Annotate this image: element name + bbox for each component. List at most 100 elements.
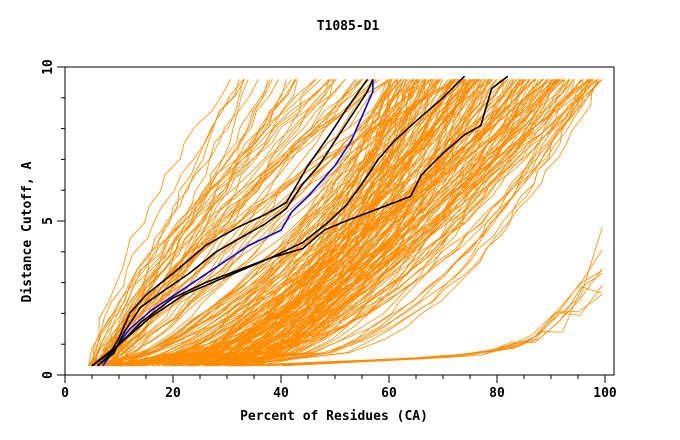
series-line-3 [91,75,509,367]
x-tick-label: 60 [381,386,397,401]
model-curve [127,79,556,367]
model-curve [244,79,566,367]
x-tick-label: 0 [61,386,69,401]
model-curve [105,79,330,367]
model-curve [244,79,459,367]
model-curve [98,78,381,366]
model-curve [233,79,584,367]
model-curve [194,79,513,367]
model-curve [118,79,526,367]
series-line-2 [96,78,369,367]
model-curve [196,79,402,367]
model-curve [105,78,316,366]
model-curve [110,79,271,366]
x-tick-label: 40 [273,386,289,401]
model-curve [257,79,558,367]
series-line-1 [96,78,374,367]
model-curve [229,79,539,367]
model-curve [132,79,591,367]
model-curve [215,79,535,367]
model-curve [115,78,456,367]
model-curve [220,79,489,367]
background-model-curves [88,78,603,367]
x-axis: 0 20 40 60 80 100 [61,375,617,401]
model-curve [216,79,600,367]
model-curve [116,78,526,367]
model-curve [170,79,424,367]
model-curve [103,79,346,366]
model-curve [195,79,388,367]
y-tick-label: 0 [41,371,56,379]
model-curve [171,79,564,367]
chart-title: T1085-D1 [317,19,380,34]
model-curve [110,79,418,367]
model-curve [107,79,554,367]
model-curve [119,79,402,366]
model-curve [192,79,425,367]
model-curve [220,79,455,367]
model-curve [235,79,524,367]
model-curve [231,79,566,367]
model-curve [281,272,603,367]
model-curve [100,79,455,367]
model-curve [248,79,414,367]
model-curve [203,79,453,367]
model-curve [256,79,589,367]
model-curve [92,79,231,366]
model-curve [204,79,464,367]
model-curve [114,79,421,367]
model-curve [121,79,287,366]
series-line-4 [91,75,466,367]
model-curve [215,79,478,367]
model-curve [236,79,557,367]
model-curve [227,79,505,367]
model-curve [103,78,461,366]
model-curve [241,249,603,367]
model-curve [119,79,591,367]
x-tick-label: 80 [489,386,505,401]
model-curve [88,79,330,366]
model-curve [178,79,452,367]
model-curve [202,79,414,367]
model-curve [227,79,570,367]
model-curve [193,79,483,367]
model-curve [190,79,592,367]
x-tick-label: 100 [593,386,617,401]
y-tick-label: 5 [41,217,56,225]
model-curve [94,79,337,366]
model-curve [191,79,560,367]
x-tick-label: 20 [165,386,181,401]
model-curve [254,79,452,367]
model-curve [94,79,273,367]
model-curve [126,79,473,367]
model-curve [256,79,419,367]
y-axis: 0 5 10 [41,59,65,379]
model-curve [207,79,509,367]
model-curve [104,79,317,367]
model-curve [203,79,591,367]
model-curve [189,79,397,367]
model-curve [135,79,478,367]
y-tick-label: 10 [41,59,56,75]
model-curve [108,79,269,367]
model-curve [105,79,397,367]
model-curve [104,79,370,367]
model-curve [136,79,544,367]
y-axis-label: Distance Cutoff, A [20,161,35,302]
model-curve [93,78,432,367]
model-curve [96,79,240,366]
model-curve [231,79,481,367]
model-curve [243,79,575,367]
model-curve [231,79,527,367]
model-curve [100,78,414,367]
model-curve [88,79,246,366]
series-line-0 [102,79,374,367]
x-axis-label: Percent of Residues (CA) [240,409,428,424]
highlighted-series [91,75,509,367]
model-curve [230,79,482,367]
model-curve [88,79,244,367]
model-curve [112,79,521,367]
model-curve [93,78,377,366]
model-curve [164,79,470,367]
